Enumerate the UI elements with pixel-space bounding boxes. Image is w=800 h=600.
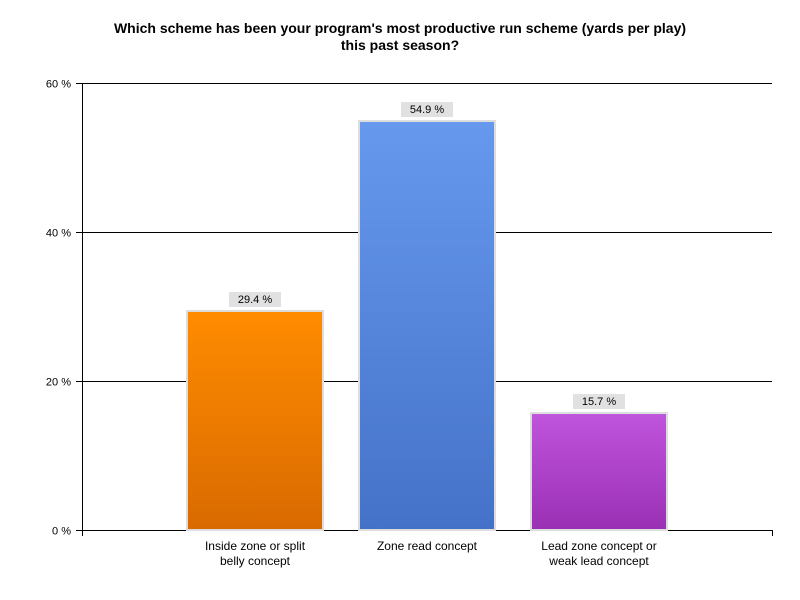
bar-2 — [358, 119, 496, 532]
chart-title-line-1: Which scheme has been your program's mos… — [113, 20, 687, 36]
chart-title: Which scheme has been your program's mos… — [0, 20, 800, 54]
category-label: Zone read concept — [377, 539, 478, 553]
category-label: belly concept — [220, 554, 291, 568]
data-label-2: 54.9 % — [410, 104, 444, 116]
data-label-1: 29.4 % — [238, 294, 272, 306]
category-label: Lead zone concept or — [541, 539, 656, 553]
chart-title-line-2: this past season? — [340, 37, 460, 53]
category-label: Inside zone or split — [205, 539, 306, 553]
data-label-box — [401, 101, 453, 117]
y-tick-label: 20 % — [46, 377, 71, 389]
y-tick-label: 60 % — [46, 79, 71, 91]
data-labels: 29.4 % 54.9 % 15.7 % — [229, 101, 625, 410]
data-label-box — [229, 291, 281, 307]
bars — [186, 119, 668, 532]
bar-1 — [186, 309, 324, 531]
category-label: weak lead concept — [548, 554, 649, 568]
data-label-3: 15.7 % — [582, 396, 616, 408]
y-tick-label: 0 % — [52, 526, 71, 538]
bar-3 — [530, 412, 668, 531]
data-label-box — [573, 394, 625, 410]
y-tick-label: 40 % — [46, 228, 71, 240]
